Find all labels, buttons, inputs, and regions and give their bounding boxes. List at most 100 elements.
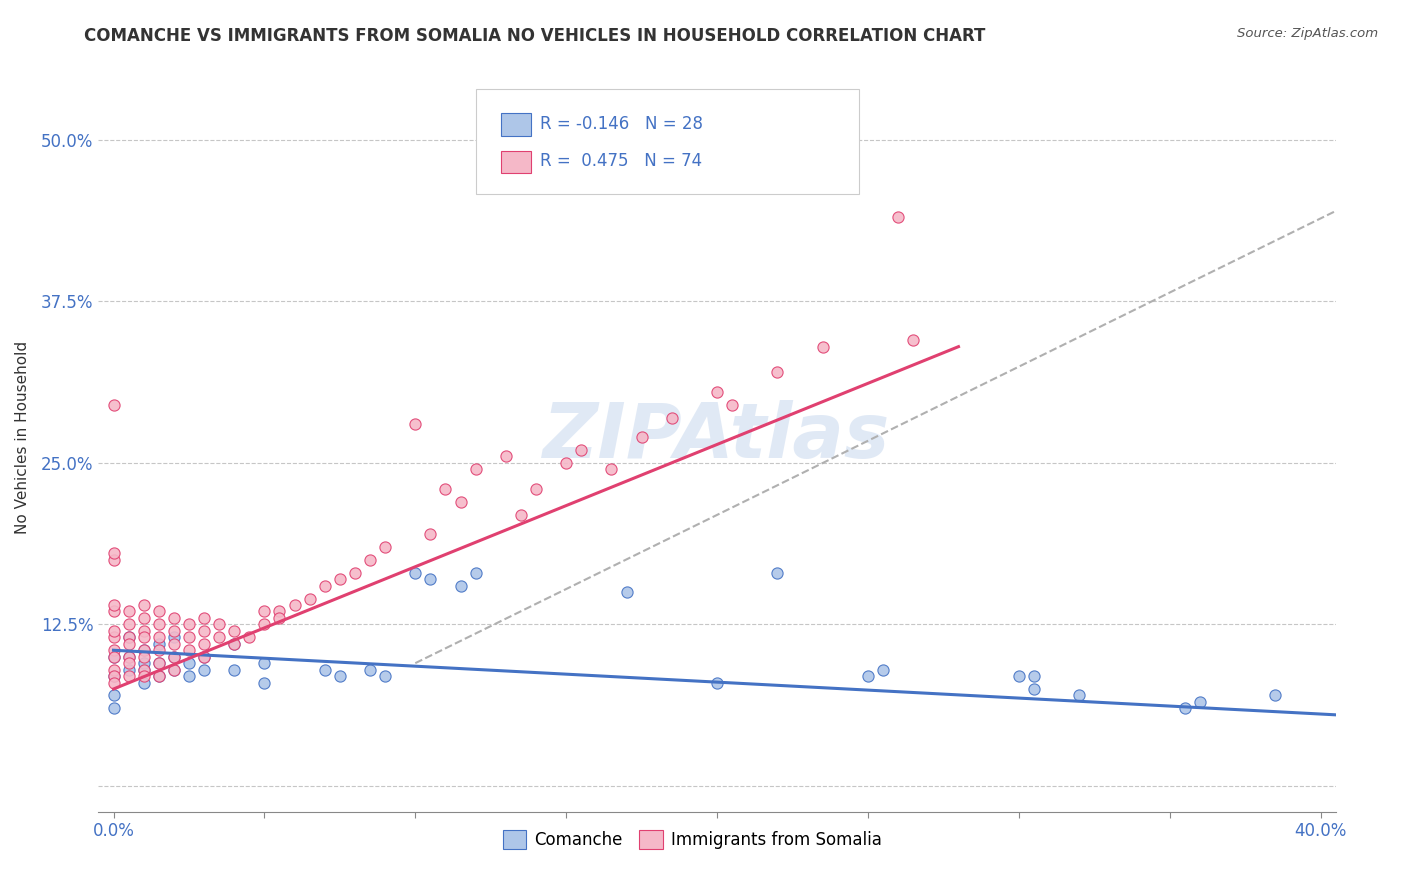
Point [103, 649, 125, 664]
Point [148, 669, 170, 683]
Point [238, 630, 260, 644]
Text: R =  0.475   N = 74: R = 0.475 N = 74 [540, 153, 702, 170]
FancyBboxPatch shape [501, 151, 531, 173]
Legend: Comanche, Immigrants from Somalia: Comanche, Immigrants from Somalia [496, 823, 889, 855]
Point [132, 675, 155, 690]
Point [404, 417, 426, 432]
Point [103, 546, 125, 560]
Point [314, 579, 336, 593]
Point [193, 624, 215, 638]
Point [132, 669, 155, 683]
Point [193, 649, 215, 664]
Point [208, 630, 231, 644]
Point [1069, 689, 1091, 703]
Point [616, 585, 638, 599]
Point [148, 656, 170, 670]
Point [329, 669, 352, 683]
Point [721, 398, 744, 412]
Point [374, 669, 396, 683]
Point [569, 442, 592, 457]
Point [404, 566, 426, 580]
Point [132, 656, 155, 670]
Point [117, 617, 139, 632]
Point [193, 663, 215, 677]
Point [103, 701, 125, 715]
Point [177, 617, 200, 632]
Point [1174, 701, 1197, 715]
Point [706, 384, 728, 399]
Point [661, 410, 683, 425]
Point [103, 643, 125, 657]
Point [148, 605, 170, 619]
Point [766, 366, 789, 380]
Point [163, 649, 186, 664]
Point [253, 675, 276, 690]
Point [163, 630, 186, 644]
Point [117, 637, 139, 651]
Point [269, 611, 291, 625]
Point [903, 333, 925, 347]
Point [177, 656, 200, 670]
Point [117, 663, 139, 677]
Point [117, 649, 139, 664]
Point [630, 430, 652, 444]
Point [359, 663, 381, 677]
Text: ZIPAtlas: ZIPAtlas [543, 401, 891, 474]
Point [224, 663, 246, 677]
Point [148, 669, 170, 683]
Point [163, 663, 186, 677]
Point [450, 494, 472, 508]
Point [193, 637, 215, 651]
Point [103, 689, 125, 703]
Point [224, 637, 246, 651]
Point [103, 675, 125, 690]
Point [193, 611, 215, 625]
Point [329, 572, 352, 586]
Point [434, 482, 457, 496]
Text: COMANCHE VS IMMIGRANTS FROM SOMALIA NO VEHICLES IN HOUSEHOLD CORRELATION CHART: COMANCHE VS IMMIGRANTS FROM SOMALIA NO V… [84, 27, 986, 45]
Point [117, 630, 139, 644]
Point [103, 605, 125, 619]
Point [555, 456, 578, 470]
Point [103, 598, 125, 612]
Point [163, 624, 186, 638]
Point [132, 643, 155, 657]
Point [284, 598, 307, 612]
Point [148, 617, 170, 632]
Point [314, 663, 336, 677]
Point [359, 553, 381, 567]
Point [132, 611, 155, 625]
Point [509, 508, 531, 522]
Point [419, 527, 441, 541]
Point [163, 663, 186, 677]
Point [117, 630, 139, 644]
Point [117, 649, 139, 664]
Point [419, 572, 441, 586]
Point [208, 617, 231, 632]
Point [872, 663, 894, 677]
Point [103, 630, 125, 644]
Point [1188, 695, 1211, 709]
Point [495, 450, 517, 464]
Y-axis label: No Vehicles in Household: No Vehicles in Household [15, 341, 30, 533]
Point [706, 675, 728, 690]
Point [193, 649, 215, 664]
Point [253, 656, 276, 670]
Point [148, 637, 170, 651]
Point [298, 591, 321, 606]
Point [163, 611, 186, 625]
Point [1008, 669, 1031, 683]
Point [163, 637, 186, 651]
Point [103, 553, 125, 567]
Point [132, 630, 155, 644]
Point [1022, 669, 1045, 683]
Text: R = -0.146   N = 28: R = -0.146 N = 28 [540, 115, 703, 133]
Point [464, 462, 486, 476]
Text: Source: ZipAtlas.com: Source: ZipAtlas.com [1237, 27, 1378, 40]
Point [132, 663, 155, 677]
Point [343, 566, 366, 580]
Point [269, 605, 291, 619]
Point [253, 605, 276, 619]
Point [856, 669, 879, 683]
Point [132, 649, 155, 664]
